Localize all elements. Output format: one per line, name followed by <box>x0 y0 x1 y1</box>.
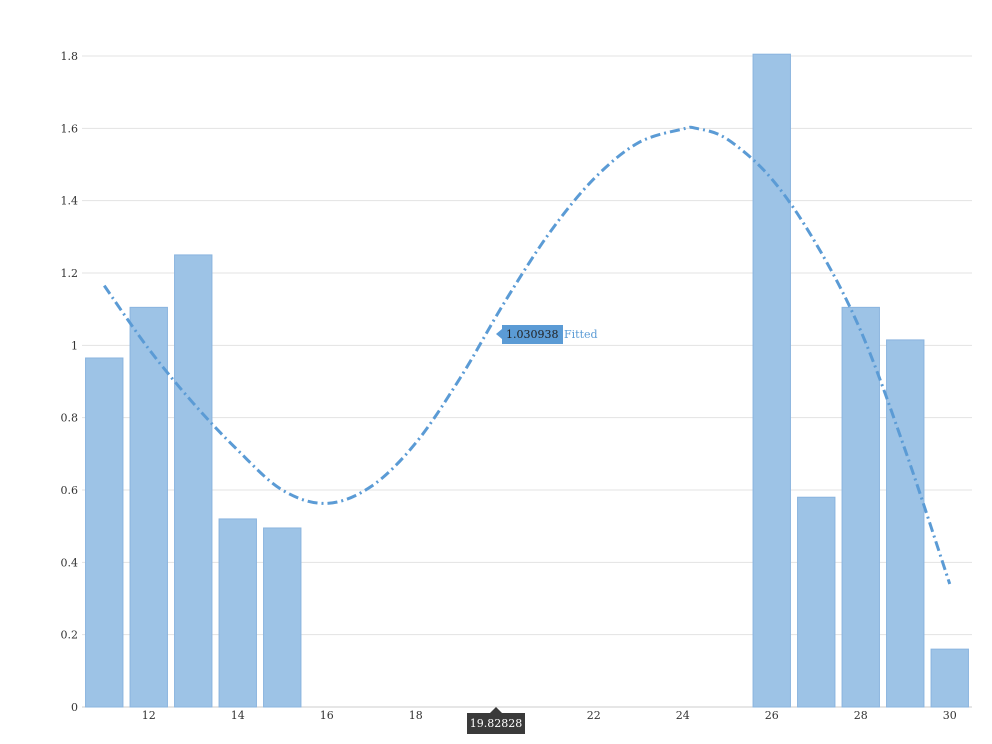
x-tick-label: 28 <box>854 709 868 722</box>
fitted-line-layer <box>103 125 952 585</box>
y-tick-label: 0.6 <box>61 484 79 497</box>
bars <box>85 53 969 708</box>
bar <box>752 53 791 708</box>
y-tick-label: 1 <box>71 339 78 352</box>
tooltip-series-label: Fitted <box>564 328 598 341</box>
bar <box>841 306 880 708</box>
bar <box>930 648 969 708</box>
grid-lines <box>82 55 972 708</box>
bar <box>218 518 257 708</box>
fitted-series-line <box>103 125 952 585</box>
y-value-tooltip: 1.030938 <box>502 325 563 344</box>
x-tick-label: 12 <box>142 709 156 722</box>
y-tick-label: 0.4 <box>61 556 79 569</box>
x-tick-label: 14 <box>231 709 245 722</box>
x-tick-label: 24 <box>676 709 690 722</box>
x-axis-ticks: 12 14 16 18 22 24 26 28 30 <box>142 709 957 722</box>
bar <box>797 496 836 708</box>
x-tick-label: 26 <box>765 709 779 722</box>
y-tick-label: 1.6 <box>61 122 79 135</box>
bar <box>886 339 925 708</box>
x-tick-label: 16 <box>320 709 334 722</box>
bar <box>263 527 302 708</box>
bar <box>85 357 124 708</box>
y-tick-label: 1.2 <box>61 267 79 280</box>
y-tick-label: 0 <box>71 701 78 714</box>
y-axis-ticks: 0 0.2 0.4 0.6 0.8 1 1.2 1.4 1.6 1.8 <box>61 50 79 714</box>
bar <box>174 254 213 708</box>
bar <box>129 306 168 708</box>
y-tick-label: 0.8 <box>61 412 79 425</box>
x-crosshair-tooltip: 19.82828 <box>467 713 525 734</box>
y-tooltip-arrow <box>496 329 502 339</box>
y-tick-label: 1.8 <box>61 50 79 63</box>
x-tick-label: 22 <box>587 709 601 722</box>
x-tick-label: 18 <box>409 709 423 722</box>
x-tick-label: 30 <box>943 709 957 722</box>
y-tick-label: 1.4 <box>61 195 79 208</box>
y-tick-label: 0.2 <box>61 629 79 642</box>
x-tooltip-arrow <box>490 707 502 713</box>
